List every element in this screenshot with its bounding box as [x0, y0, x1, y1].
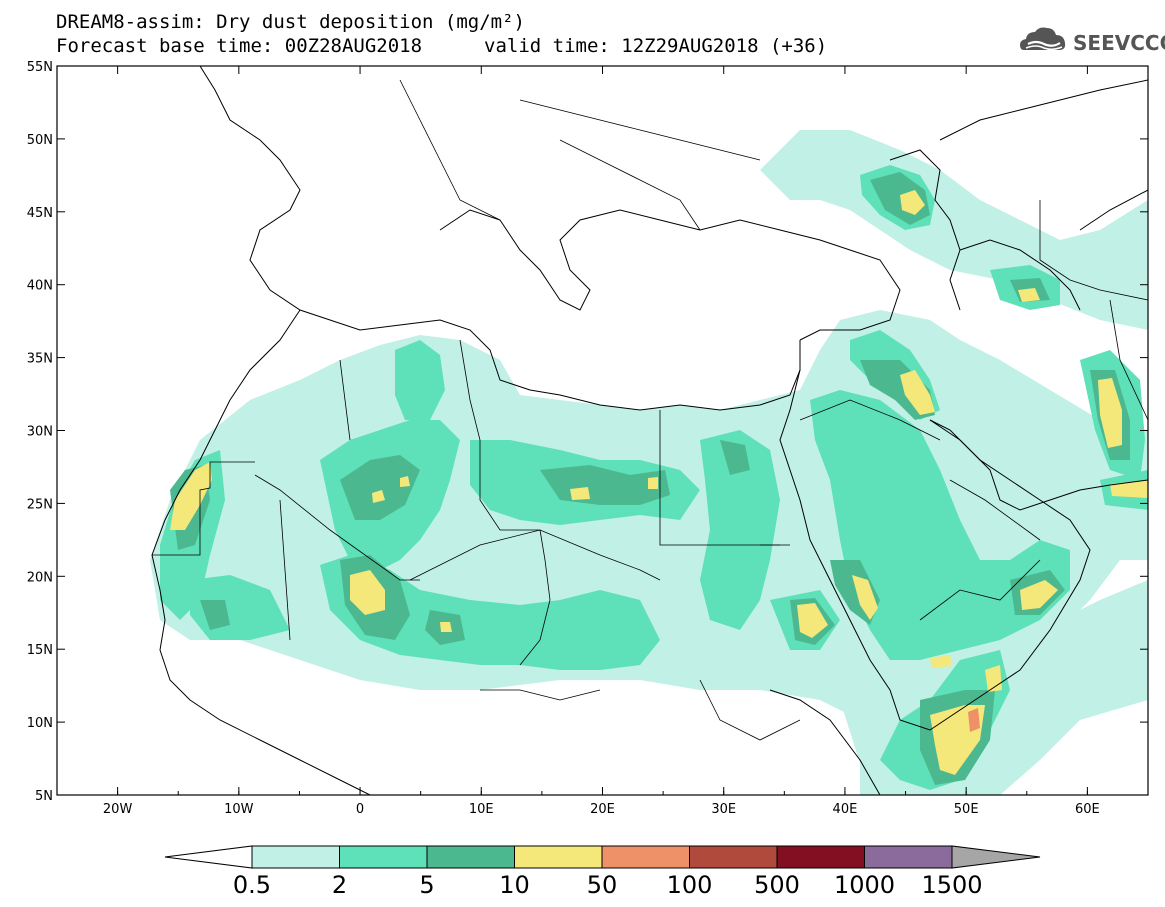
colorbar-box — [339, 845, 428, 869]
lat-tick-label: 30N — [27, 425, 53, 440]
lon-tick-label: 60E — [1075, 802, 1100, 817]
colorbar-label: 10 — [499, 871, 530, 899]
lat-tick-label: 50N — [27, 133, 53, 148]
lon-tick-label: 50E — [954, 802, 979, 817]
lat-tick-label: 5N — [35, 789, 53, 804]
colorbar-low-arrow — [164, 845, 253, 869]
lon-tick-label: 0 — [356, 802, 364, 817]
lat-tick-label: 20N — [27, 570, 53, 585]
logo-text: SEEVCCC — [1073, 31, 1165, 55]
colorbar-high-arrow — [951, 845, 1041, 869]
colorbar-box — [601, 845, 690, 869]
lat-tick-label: 55N — [27, 60, 53, 75]
lon-tick-label: 20W — [103, 802, 133, 817]
lon-tick-label: 20E — [590, 802, 615, 817]
country-borders — [152, 79, 1148, 741]
map-title: DREAM8-assim: Dry dust deposition (mg/m²… — [56, 11, 525, 33]
lon-tick-label: 40E — [833, 802, 858, 817]
colorbar-label: 0.5 — [233, 871, 271, 899]
colorbar-box — [251, 845, 340, 869]
lat-tick-label: 40N — [27, 279, 53, 294]
colorbar-label: 1500 — [921, 871, 982, 899]
cloud-logo-icon — [1020, 27, 1066, 51]
lat-tick-label: 10N — [27, 716, 53, 731]
lon-tick-label: 30E — [711, 802, 736, 817]
colorbar-box — [426, 845, 515, 869]
latitude-axis: 5N 10N 15N 20N 25N 30N 35N 40N 45N 50N 55N — [27, 60, 1148, 804]
colorbar-label: 1000 — [834, 871, 895, 899]
colorbar-label: 100 — [667, 871, 713, 899]
lon-tick-label: 10W — [224, 802, 254, 817]
colorbar: 0.5 2 5 10 50 100 500 1000 1500 — [164, 845, 1041, 899]
forecast-base-time: Forecast base time: 00Z28AUG2018 — [56, 35, 423, 57]
lat-tick-label: 35N — [27, 352, 53, 367]
colorbar-label: 50 — [587, 871, 618, 899]
lat-tick-label: 45N — [27, 206, 53, 221]
colorbar-box — [689, 845, 778, 869]
valid-time: valid time: 12Z29AUG2018 (+36) — [484, 35, 828, 57]
colorbar-label: 500 — [754, 871, 800, 899]
dust-fields — [150, 130, 1148, 795]
colorbar-label: 5 — [419, 871, 434, 899]
lon-tick-label: 10E — [469, 802, 494, 817]
lat-tick-label: 25N — [27, 497, 53, 512]
colorbar-box — [776, 845, 865, 869]
coastlines — [151, 66, 1148, 795]
longitude-axis: 20W 10W 0 10E 20E 30E 40E 50E 60E — [56, 66, 1149, 817]
lat-tick-label: 15N — [27, 643, 53, 658]
colorbar-box — [514, 845, 603, 869]
colorbar-box — [864, 845, 953, 869]
colorbar-label: 2 — [332, 871, 347, 899]
